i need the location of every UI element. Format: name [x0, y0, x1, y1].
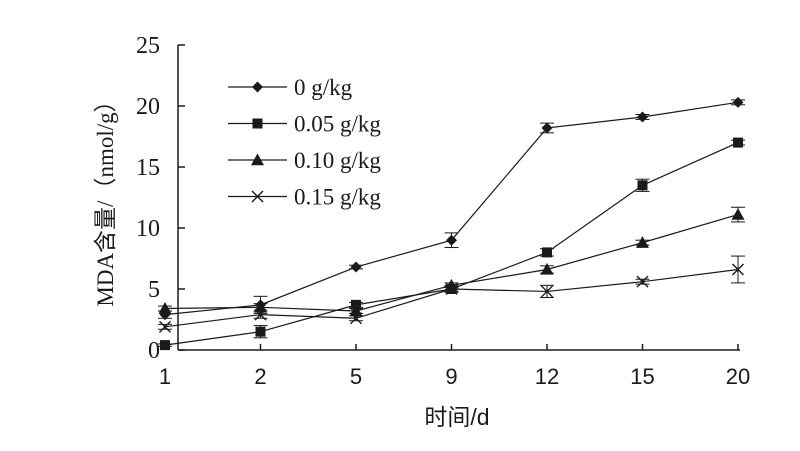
- x-marker-stroke: [254, 308, 267, 321]
- x-marker-stroke: [541, 285, 553, 298]
- data-point: [636, 275, 649, 288]
- x-tick-label: 2: [254, 364, 266, 389]
- legend: 0 g/kg 0.05 g/kg 0.10 g/kg 0.15 g/kg: [228, 75, 381, 210]
- x-marker-stroke: [251, 190, 264, 203]
- y-tick-label: 25: [136, 33, 160, 59]
- data-point: [636, 236, 649, 248]
- data-point: [160, 340, 170, 351]
- data-point: [350, 261, 362, 273]
- y-axis-label: MDA含量/（nmol/g）: [93, 89, 118, 306]
- data-point: [637, 111, 648, 123]
- data-point: [542, 247, 552, 258]
- x-tick-label: 1: [159, 364, 171, 389]
- legend-item: 0.15 g/kg: [228, 185, 381, 210]
- data-point: [445, 283, 458, 295]
- x-marker-stroke: [732, 263, 744, 276]
- data-point: [732, 263, 744, 276]
- x-ticks: 1 2 5 9 12 15 20: [159, 344, 750, 389]
- data-point: [637, 180, 648, 191]
- data-point: [541, 122, 553, 134]
- series-line: [164, 268, 739, 328]
- data-point: [159, 320, 171, 333]
- legend-marker: [252, 81, 263, 93]
- legend-label: 0.05 g/kg: [294, 112, 381, 137]
- data-point: [350, 312, 362, 325]
- y-tick-label: 10: [136, 216, 160, 242]
- y-tick-label: 15: [136, 155, 160, 181]
- x-axis-label: 时间/d: [424, 404, 489, 430]
- x-tick-label: 15: [630, 364, 654, 389]
- data-point: [254, 308, 267, 321]
- series-lines: [158, 96, 745, 351]
- data-point: [731, 208, 745, 220]
- legend-item: 0.10 g/kg: [228, 148, 381, 173]
- series-3: [158, 255, 745, 333]
- y-tick-label: 0: [148, 338, 160, 364]
- data-point: [349, 304, 363, 317]
- x-tick-label: 20: [726, 364, 750, 389]
- data-point: [446, 234, 457, 246]
- legend-item: 0.05 g/kg: [228, 112, 381, 137]
- legend-marker: [251, 153, 264, 166]
- x-tick-label: 9: [445, 364, 457, 389]
- data-point: [445, 278, 458, 291]
- axes: [177, 45, 740, 351]
- legend-marker: [251, 190, 264, 203]
- data-point: [158, 302, 172, 314]
- data-point: [255, 326, 266, 337]
- x-marker-stroke: [445, 283, 458, 295]
- x-marker-stroke: [159, 320, 171, 333]
- legend-label: 0.10 g/kg: [294, 148, 381, 173]
- legend-label: 0 g/kg: [294, 75, 353, 100]
- y-tick-label: 5: [148, 277, 160, 303]
- legend-label: 0.15 g/kg: [294, 185, 381, 210]
- series-line: [164, 214, 739, 312]
- x-tick-label: 5: [350, 364, 362, 389]
- x-marker-stroke: [350, 312, 362, 325]
- legend-item: 0 g/kg: [228, 75, 353, 100]
- x-tick-label: 12: [535, 364, 559, 389]
- data-point: [733, 137, 743, 148]
- legend-marker: [252, 118, 263, 129]
- data-point: [541, 285, 553, 298]
- data-point: [540, 262, 554, 275]
- series-2: [158, 206, 745, 317]
- data-point: [254, 300, 267, 313]
- y-ticks: 0 5 10 15 20 25: [136, 33, 185, 364]
- y-tick-label: 20: [136, 94, 160, 120]
- x-marker-stroke: [636, 275, 649, 288]
- data-point: [732, 96, 744, 108]
